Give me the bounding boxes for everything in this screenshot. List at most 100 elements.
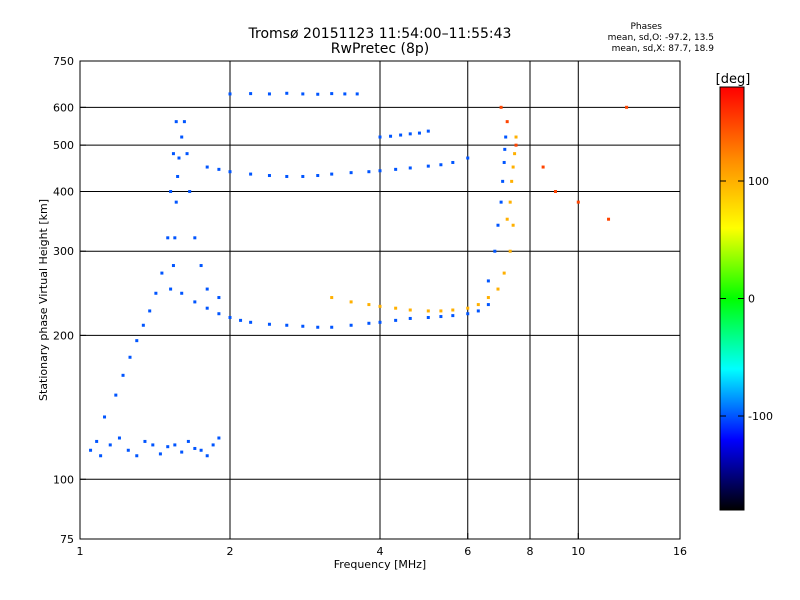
y-tick-label: 750 <box>53 55 74 68</box>
data-point <box>330 172 334 176</box>
data-point <box>378 304 382 308</box>
data-point <box>493 249 497 253</box>
data-point <box>166 445 170 449</box>
data-point <box>451 308 455 312</box>
data-point <box>174 120 178 124</box>
data-point <box>504 135 508 139</box>
phase-stats-title: Phases <box>630 22 662 32</box>
data-point <box>249 320 253 324</box>
data-point <box>466 312 470 316</box>
data-point <box>186 439 190 443</box>
y-tick-label: 400 <box>53 185 74 198</box>
data-point <box>217 312 221 316</box>
data-point <box>249 92 253 96</box>
data-point <box>301 324 305 328</box>
data-point <box>148 309 152 313</box>
data-point <box>330 92 334 96</box>
data-point <box>154 291 158 295</box>
data-point <box>378 135 382 139</box>
data-point <box>89 448 93 452</box>
data-point <box>607 217 611 221</box>
phase-stats-x: mean, sd,X: 87.7, 18.9 <box>611 44 714 54</box>
data-point <box>239 318 243 322</box>
data-point <box>171 264 175 268</box>
data-point <box>496 223 500 227</box>
data-point <box>143 439 147 443</box>
y-tick-label: 600 <box>53 101 74 114</box>
data-point <box>176 174 180 178</box>
data-point <box>217 436 221 440</box>
y-tick-label: 100 <box>53 473 74 486</box>
data-point <box>503 147 507 151</box>
x-tick-label: 2 <box>227 545 234 558</box>
data-point <box>349 323 353 327</box>
data-point <box>417 131 421 135</box>
data-point <box>316 174 320 178</box>
data-point <box>511 223 515 227</box>
data-point <box>135 454 139 458</box>
data-point <box>476 303 480 307</box>
data-point <box>367 170 371 174</box>
data-point <box>625 105 629 109</box>
data-point <box>114 393 118 397</box>
data-point <box>426 315 430 319</box>
data-point <box>205 287 209 291</box>
x-tick-label: 1 <box>77 545 84 558</box>
data-point <box>177 156 181 160</box>
data-point <box>285 91 289 95</box>
data-point <box>249 172 253 176</box>
data-point <box>399 133 403 137</box>
data-point <box>408 166 412 170</box>
data-point <box>171 152 175 156</box>
x-tick-label: 6 <box>464 545 471 558</box>
data-point <box>330 296 334 300</box>
data-point <box>169 189 173 193</box>
data-point <box>394 306 398 310</box>
data-point <box>126 448 130 452</box>
colorbar-label: [deg] <box>716 72 751 87</box>
data-point <box>439 163 443 167</box>
data-point <box>173 443 177 447</box>
data-point <box>511 165 515 169</box>
data-point <box>476 309 480 313</box>
data-point <box>193 236 197 240</box>
data-point <box>439 315 443 319</box>
data-point <box>135 339 139 343</box>
data-point <box>502 271 506 275</box>
data-point <box>158 452 162 456</box>
data-point <box>188 189 192 193</box>
data-point <box>128 355 132 359</box>
data-point <box>160 271 164 275</box>
x-tick-label: 10 <box>571 545 585 558</box>
data-point <box>151 443 155 447</box>
data-point <box>301 92 305 96</box>
data-point <box>576 200 580 204</box>
data-point <box>486 279 490 283</box>
chart-subtitle: RwPretec (8p) <box>330 41 430 57</box>
colorbar-tick-label: 100 <box>748 175 769 188</box>
data-point <box>367 321 371 325</box>
data-point <box>349 171 353 175</box>
data-point <box>180 450 184 454</box>
data-point <box>182 120 186 124</box>
phase-stats-o: mean, sd,O: -97.2, 13.5 <box>607 33 714 43</box>
data-point <box>205 454 209 458</box>
data-point <box>185 152 189 156</box>
data-point <box>513 152 517 156</box>
data-point <box>267 322 271 326</box>
y-tick-label: 300 <box>53 245 74 258</box>
data-point <box>486 303 490 307</box>
data-point <box>316 92 320 96</box>
data-point <box>367 303 371 307</box>
data-point <box>553 189 557 193</box>
chart-title: Tromsø 20151123 11:54:00–11:55:43 <box>248 26 512 42</box>
data-point <box>199 448 203 452</box>
data-point <box>505 120 509 124</box>
y-axis-label: Stationary phase Virtual Height [km] <box>37 199 50 401</box>
data-point <box>426 309 430 313</box>
data-point <box>514 143 518 147</box>
data-point <box>301 174 305 178</box>
data-point <box>486 296 490 300</box>
y-tick-label: 75 <box>60 533 74 546</box>
